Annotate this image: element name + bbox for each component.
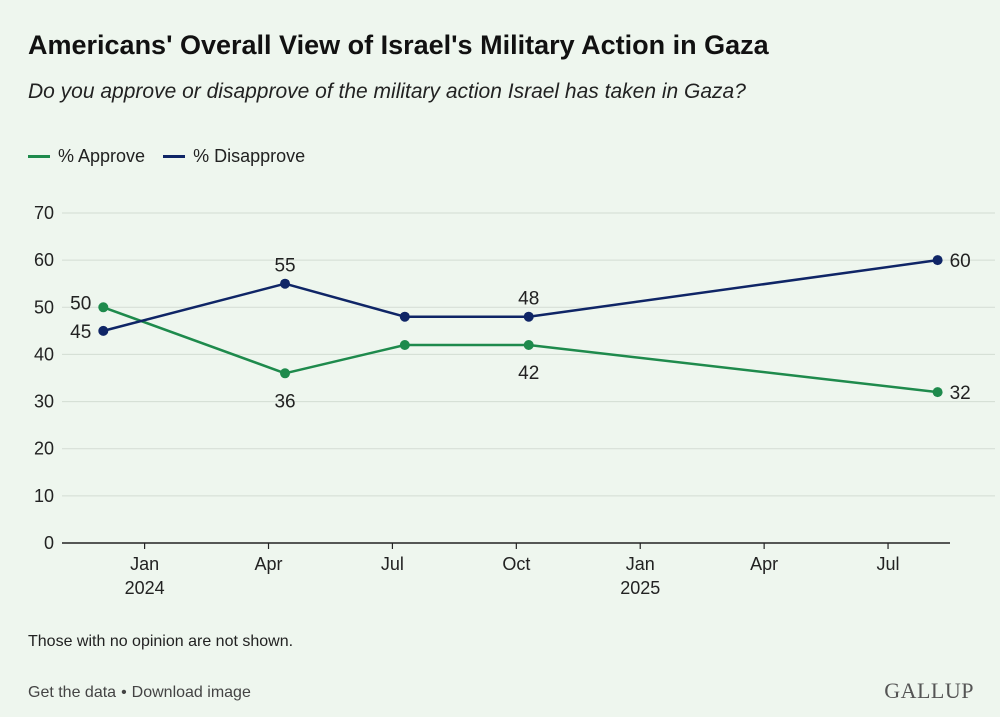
legend-label-approve: % Approve <box>58 146 146 166</box>
y-tick-label-10: 10 <box>34 486 54 506</box>
data-label-approve-0: 50 <box>70 293 91 314</box>
data-label-approve-4: 32 <box>950 383 971 404</box>
y-tick-label-30: 30 <box>34 392 54 412</box>
legend-swatch-disapprove <box>163 155 186 158</box>
data-point-disapprove-1 <box>280 278 291 289</box>
legend-item-approve: % Approve <box>28 146 145 167</box>
data-label-disapprove-1: 55 <box>274 256 295 277</box>
x-tick-year-4: 2025 <box>620 578 660 598</box>
data-point-approve-4 <box>932 387 943 398</box>
footer-separator: • <box>121 684 127 701</box>
x-tick-label-5: Apr <box>750 554 778 574</box>
y-tick-label-40: 40 <box>34 344 54 364</box>
legend-item-disapprove: % Disapprove <box>163 146 305 167</box>
legend: % Approve % Disapprove <box>28 146 305 167</box>
get-data-link[interactable]: Get the data <box>28 684 117 701</box>
x-tick-label-4: Jan <box>626 554 655 574</box>
data-point-disapprove-4 <box>932 255 943 266</box>
x-tick-label-3: Oct <box>502 554 530 574</box>
data-point-approve-1 <box>280 368 291 379</box>
x-tick-label-0: Jan <box>130 554 159 574</box>
data-label-disapprove-0: 45 <box>70 322 91 343</box>
footer-links: Get the data • Download image <box>28 684 251 702</box>
x-tick-label-2: Jul <box>381 554 404 574</box>
y-tick-label-0: 0 <box>44 533 54 553</box>
data-point-approve-3 <box>523 340 534 350</box>
data-label-approve-3: 42 <box>518 363 539 384</box>
y-tick-label-50: 50 <box>34 297 54 317</box>
y-tick-label-70: 70 <box>34 203 54 223</box>
data-point-disapprove-2 <box>399 311 410 322</box>
data-point-disapprove-0 <box>98 325 109 336</box>
data-point-approve-0 <box>98 302 109 313</box>
footnote: Those with no opinion are not shown. <box>28 633 294 650</box>
x-tick-label-6: Jul <box>877 554 900 574</box>
y-tick-label-20: 20 <box>34 439 54 459</box>
data-point-disapprove-3 <box>523 311 534 322</box>
chart-title: Americans' Overall View of Israel's Mili… <box>28 30 769 60</box>
legend-label-disapprove: % Disapprove <box>193 146 306 166</box>
data-label-approve-1: 36 <box>274 391 295 412</box>
data-point-approve-2 <box>399 340 410 350</box>
legend-swatch-approve <box>28 155 50 158</box>
data-label-disapprove-4: 60 <box>950 251 971 272</box>
x-tick-year-0: 2024 <box>125 578 165 598</box>
x-tick-label-1: Apr <box>255 554 283 574</box>
gallup-logo: GALLUP <box>884 678 974 703</box>
download-image-link[interactable]: Download image <box>131 684 251 701</box>
chart-subtitle: Do you approve or disapprove of the mili… <box>28 80 746 103</box>
y-tick-label-60: 60 <box>34 250 54 270</box>
data-label-disapprove-3: 48 <box>518 289 539 310</box>
